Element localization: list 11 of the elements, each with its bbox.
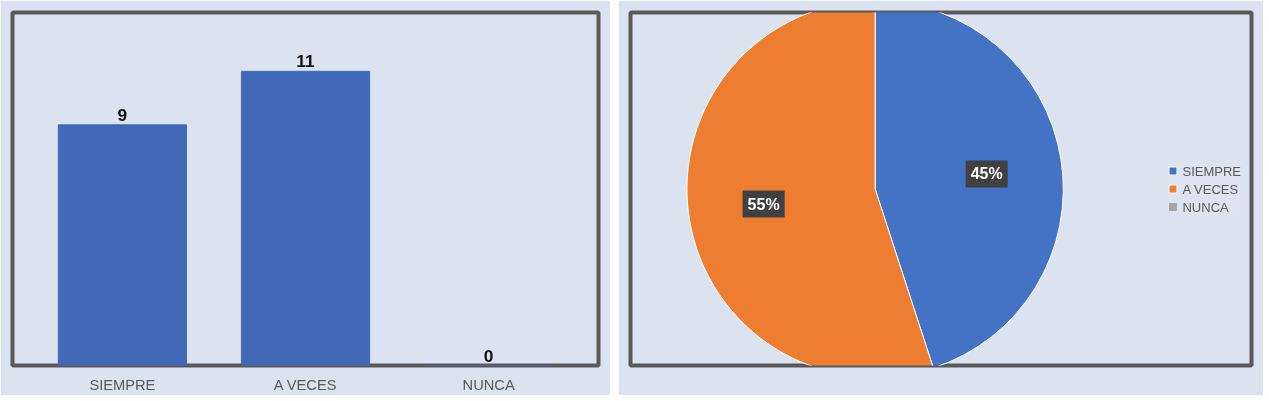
x-tick-label: NUNCA — [462, 376, 515, 393]
data-label: 11 — [296, 51, 316, 72]
legend-label: A VECES — [1182, 181, 1239, 196]
x-tick-label: A VECES — [273, 376, 337, 393]
x-tick-label: SIEMPRE — [89, 376, 156, 393]
data-label: 45% — [970, 165, 1003, 183]
data-label: 55% — [747, 195, 780, 213]
legend-label: NUNCA — [1182, 199, 1229, 214]
data-label: 0 — [483, 345, 494, 366]
data-label: 9 — [117, 104, 128, 125]
legend-label: SIEMPRE — [1182, 163, 1241, 178]
